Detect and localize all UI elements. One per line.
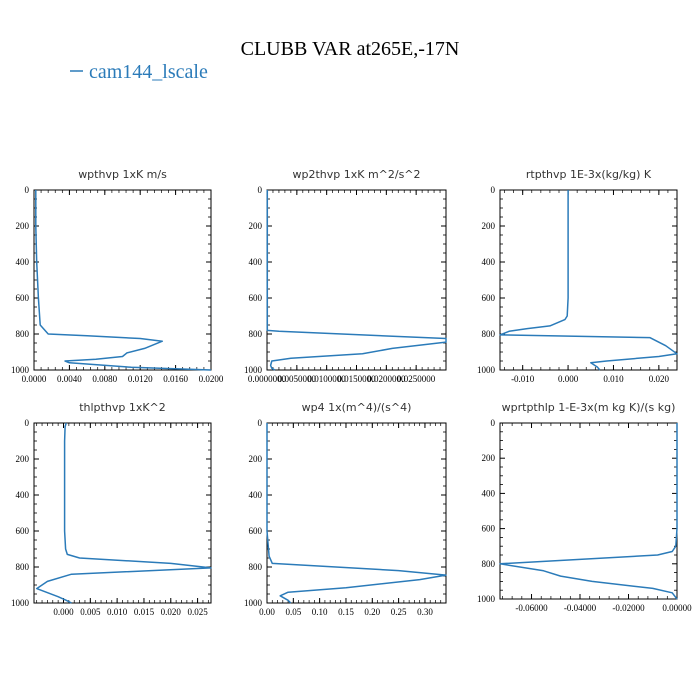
y-tick-label: 400 — [249, 490, 263, 500]
y-tick-label: 0 — [25, 185, 30, 195]
x-tick-label: 0.000 — [53, 607, 74, 617]
series-line-cam144-lscale — [499, 190, 678, 371]
y-tick-label: 200 — [482, 453, 496, 463]
x-tick-label: 0.0000000 — [248, 374, 287, 384]
y-tick-label: 800 — [249, 562, 263, 572]
y-tick-label: 0 — [258, 185, 263, 195]
figure-title: CLUBB VAR at265E,-17N — [241, 38, 460, 60]
y-tick-label: 800 — [16, 562, 30, 572]
chart-panel-3: rtpthvp 1E-3x(kg/kg) K 0 200 400 600 800 1000 -… — [477, 168, 678, 384]
y-tick-label: 600 — [249, 526, 263, 536]
y-tick-label: 400 — [482, 488, 496, 498]
y-tick-label: 600 — [16, 526, 30, 536]
panel-frame — [33, 422, 212, 604]
panel-frame — [266, 189, 447, 371]
legend-label: cam144_lscale — [89, 61, 208, 83]
y-tick-label: 800 — [482, 329, 496, 339]
x-tick-label: 0.0160 — [163, 374, 188, 384]
y-tick-label: 400 — [482, 257, 496, 267]
x-tick-label: -0.010 — [511, 374, 535, 384]
y-tick-label: 400 — [16, 257, 30, 267]
y-tick-label: 800 — [16, 329, 30, 339]
y-tick-label: 600 — [482, 524, 496, 534]
y-tick-label: 200 — [482, 221, 496, 231]
panel-title: thlpthvp 1xK^2 — [79, 401, 166, 414]
panel-title: wp4 1x(m^4)/(s^4) — [302, 401, 412, 414]
panel-title: wprtpthlp 1-E-3x(m kg K)/(s kg) — [502, 401, 676, 414]
x-tick-label: 0.00 — [259, 607, 275, 617]
y-tick-label: 0 — [258, 418, 263, 428]
y-tick-label: 1000 — [477, 365, 496, 375]
x-tick-label: 0.0200000 — [367, 374, 406, 384]
x-tick-label: 0.25 — [391, 607, 407, 617]
series-line-cam144-lscale — [499, 423, 678, 600]
x-tick-label: 0.05 — [285, 607, 301, 617]
panel-frame — [33, 189, 212, 371]
x-tick-label: -0.06000 — [515, 603, 548, 613]
series-line-cam144-lscale — [35, 190, 212, 371]
y-tick-label: 1000 — [477, 594, 496, 604]
y-tick-label: 0 — [25, 418, 30, 428]
y-tick-label: 600 — [249, 293, 263, 303]
x-tick-label: 0.000 — [558, 374, 579, 384]
x-tick-label: 0.15 — [338, 607, 354, 617]
x-tick-label: 0.025 — [187, 607, 208, 617]
panel-title: wpthvp 1xK m/s — [78, 168, 167, 181]
panel-title: rtpthvp 1E-3x(kg/kg) K — [526, 168, 652, 181]
y-tick-label: 200 — [249, 221, 263, 231]
chart-panel-1: wpthvp 1xK m/s 0 200 400 600 800 10000.0000 0.0… — [11, 168, 224, 384]
y-tick-label: 200 — [16, 454, 30, 464]
y-tick-label: 1000 — [11, 365, 30, 375]
x-tick-label: 0.020 — [649, 374, 670, 384]
x-tick-label: -0.02000 — [612, 603, 645, 613]
x-tick-label: 0.010 — [107, 607, 128, 617]
x-tick-label: 0.0080 — [92, 374, 117, 384]
x-tick-label: 0.0040 — [57, 374, 82, 384]
y-tick-label: 1000 — [244, 365, 263, 375]
y-tick-label: 0 — [491, 185, 496, 195]
series-line-cam144-lscale — [266, 190, 447, 371]
x-tick-label: 0.0000 — [22, 374, 47, 384]
x-tick-label: 0.0200 — [199, 374, 224, 384]
chart-panel-5: wp4 1x(m^4)/(s^4) 0 200 400 600 800 10000.00 0.… — [244, 401, 447, 617]
y-tick-label: 0 — [491, 418, 496, 428]
y-tick-label: 200 — [16, 221, 30, 231]
series-line-cam144-lscale — [35, 422, 212, 604]
chart-panel-6: wprtpthlp 1-E-3x(m kg K)/(s kg) 0 200 400 60… — [477, 401, 692, 613]
figure-legend: cam144_lscale — [70, 61, 208, 83]
x-tick-label: 0.0120 — [128, 374, 153, 384]
y-tick-label: 800 — [249, 329, 263, 339]
x-tick-label: 0.30 — [417, 607, 433, 617]
y-tick-label: 1000 — [244, 598, 263, 608]
x-tick-label: -0.04000 — [564, 603, 597, 613]
x-tick-label: 0.20 — [364, 607, 380, 617]
panel-frame — [499, 422, 678, 600]
x-tick-label: 0.015 — [134, 607, 155, 617]
series-line-cam144-lscale — [266, 423, 447, 604]
x-tick-label: 0.010 — [603, 374, 624, 384]
y-tick-label: 1000 — [11, 598, 30, 608]
x-tick-label: 0.020 — [161, 607, 182, 617]
y-tick-label: 600 — [16, 293, 30, 303]
chart-panel-2: wp2thvp 1xK m^2/s^2020040060080010000.00… — [244, 168, 447, 384]
x-tick-label: 0.10 — [312, 607, 328, 617]
panel-frame — [499, 189, 678, 371]
y-tick-label: 800 — [482, 559, 496, 569]
y-tick-label: 400 — [16, 490, 30, 500]
x-tick-label: 0.00000 — [662, 603, 692, 613]
y-tick-label: 400 — [249, 257, 263, 267]
panel-frame — [266, 422, 447, 604]
x-tick-label: 0.005 — [80, 607, 101, 617]
y-tick-label: 600 — [482, 293, 496, 303]
y-tick-label: 200 — [249, 454, 263, 464]
chart-panel-4: thlpthvp 1xK^2 0 200 400 600 800 1000 0.000 0.00… — [11, 401, 212, 617]
x-tick-label: 0.0150000 — [337, 374, 376, 384]
panel-title: wp2thvp 1xK m^2/s^2 — [292, 168, 420, 181]
x-tick-label: 0.0050000 — [278, 374, 317, 384]
x-tick-label: 0.0100000 — [308, 374, 347, 384]
x-tick-label: 0.0250000 — [397, 374, 436, 384]
